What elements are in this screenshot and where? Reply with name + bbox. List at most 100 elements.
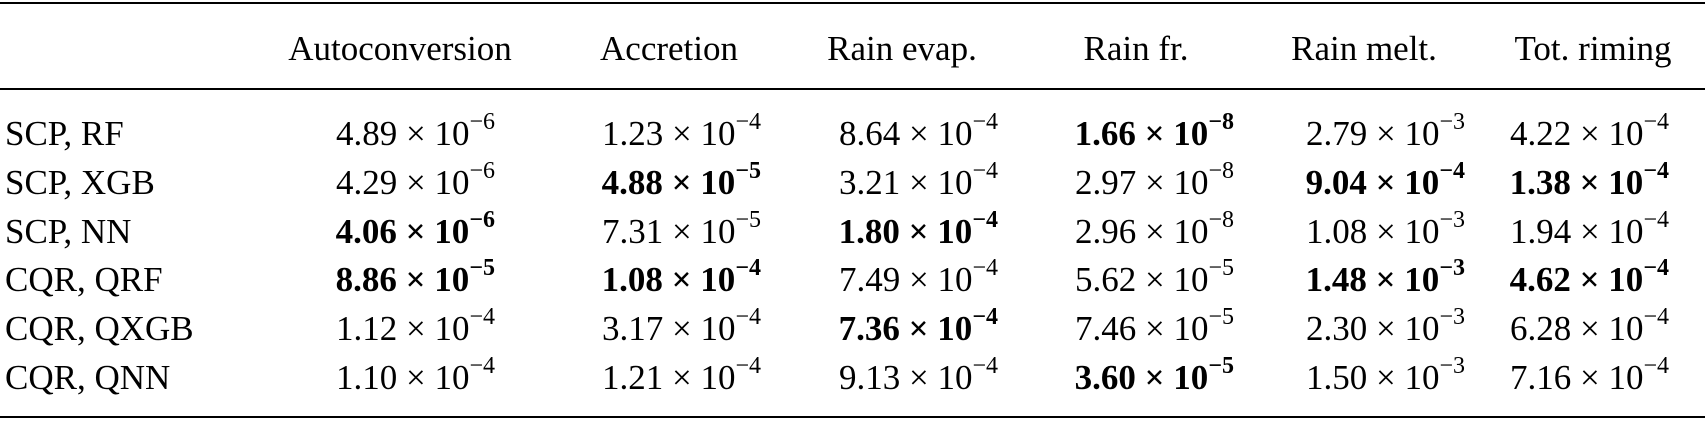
coefficient: 1.48 × 10 xyxy=(1305,260,1440,299)
coefficient: 2.96 × 10 xyxy=(1074,212,1209,251)
exponent: −5 xyxy=(1208,353,1234,379)
table-cell: 7.31 × 10−5 xyxy=(601,208,761,252)
top-rule xyxy=(0,2,1705,4)
exponent: −4 xyxy=(735,304,761,330)
coefficient: 8.64 × 10 xyxy=(838,114,973,153)
table-cell: 7.49 × 10−4 xyxy=(838,256,998,300)
coefficient: 1.23 × 10 xyxy=(601,114,736,153)
table-cell: 1.38 × 10−4 xyxy=(1509,159,1669,203)
coefficient: 4.29 × 10 xyxy=(335,163,470,202)
table-cell: 4.62 × 10−4 xyxy=(1509,256,1669,300)
table-cell: 2.97 × 10−8 xyxy=(1074,159,1234,203)
exponent: −5 xyxy=(1208,255,1234,281)
column-header: Rain melt. xyxy=(1291,29,1437,68)
table-cell: 1.80 × 10−4 xyxy=(838,208,998,252)
table-cell: 1.08 × 10−4 xyxy=(601,256,761,300)
coefficient: 4.88 × 10 xyxy=(601,163,736,202)
table-cell: 7.46 × 10−5 xyxy=(1075,305,1234,349)
exponent: −4 xyxy=(972,109,998,135)
table-cell: 6.28 × 10−4 xyxy=(1510,305,1669,349)
table-cell: 2.79 × 10−3 xyxy=(1305,110,1465,154)
column-header: Autoconversion xyxy=(288,29,512,68)
table-cell: 7.16 × 10−4 xyxy=(1510,354,1669,398)
coefficient: 4.62 × 10 xyxy=(1509,260,1644,299)
coefficient: 1.08 × 10 xyxy=(601,260,736,299)
exponent: −3 xyxy=(1439,304,1465,330)
row-label: SCP, NN xyxy=(5,212,132,251)
table-cell: 1.23 × 10−4 xyxy=(601,110,761,154)
coefficient: 5.62 × 10 xyxy=(1074,260,1209,299)
exponent: −5 xyxy=(735,207,761,233)
exponent: −4 xyxy=(1643,255,1669,281)
coefficient: 7.49 × 10 xyxy=(838,260,973,299)
table-cell: 8.86 × 10−5 xyxy=(335,256,495,300)
coefficient: 7.36 × 10 xyxy=(838,309,973,348)
table-cell: 1.21 × 10−4 xyxy=(601,354,761,398)
coefficient: 1.10 × 10 xyxy=(335,358,470,397)
exponent: −4 xyxy=(972,304,998,330)
table-cell: 1.66 × 10−8 xyxy=(1074,110,1234,154)
coefficient: 2.79 × 10 xyxy=(1305,114,1440,153)
exponent: −4 xyxy=(469,304,495,330)
exponent: −8 xyxy=(1208,207,1234,233)
row-label: CQR, QNN xyxy=(5,358,171,397)
column-header: Accretion xyxy=(600,29,738,68)
exponent: −8 xyxy=(1208,109,1234,135)
exponent: −4 xyxy=(1643,207,1669,233)
exponent: −3 xyxy=(1439,353,1465,379)
coefficient: 2.97 × 10 xyxy=(1074,163,1209,202)
table-cell: 4.06 × 10−6 xyxy=(335,208,495,252)
coefficient: 3.17 × 10 xyxy=(601,309,736,348)
coefficient: 4.22 × 10 xyxy=(1509,114,1644,153)
coefficient: 7.31 × 10 xyxy=(601,212,736,251)
exponent: −3 xyxy=(1439,207,1465,233)
exponent: −3 xyxy=(1439,255,1465,281)
coefficient: 8.86 × 10 xyxy=(335,260,470,299)
table-cell: 2.30 × 10−3 xyxy=(1305,305,1465,349)
column-header: Tot. riming xyxy=(1514,29,1672,68)
table-cell: 9.13 × 10−4 xyxy=(839,354,998,398)
coefficient: 1.66 × 10 xyxy=(1074,114,1209,153)
exponent: −4 xyxy=(972,255,998,281)
table-cell: 1.08 × 10−3 xyxy=(1305,208,1465,252)
exponent: −6 xyxy=(469,158,495,184)
coefficient: 4.06 × 10 xyxy=(335,212,470,251)
column-header: Rain fr. xyxy=(1083,29,1189,68)
exponent: −6 xyxy=(469,109,495,135)
exponent: −4 xyxy=(735,353,761,379)
coefficient: 1.21 × 10 xyxy=(601,358,736,397)
exponent: −8 xyxy=(1208,158,1234,184)
exponent: −4 xyxy=(735,109,761,135)
coefficient: 1.50 × 10 xyxy=(1305,358,1440,397)
table-cell: 3.60 × 10−5 xyxy=(1074,354,1234,398)
table-cell: 9.04 × 10−4 xyxy=(1305,159,1465,203)
bottom-rule xyxy=(0,416,1705,418)
row-label: CQR, QRF xyxy=(5,260,163,299)
coefficient: 1.08 × 10 xyxy=(1305,212,1440,251)
exponent: −4 xyxy=(1643,109,1669,135)
table-cell: 2.96 × 10−8 xyxy=(1074,208,1234,252)
exponent: −3 xyxy=(1439,109,1465,135)
coefficient: 2.30 × 10 xyxy=(1305,309,1440,348)
exponent: −4 xyxy=(1643,353,1669,379)
header-rule xyxy=(0,88,1705,90)
coefficient: 1.38 × 10 xyxy=(1509,163,1644,202)
table-cell: 1.94 × 10−4 xyxy=(1510,208,1669,252)
table-cell: 1.10 × 10−4 xyxy=(335,354,495,398)
coefficient: 9.04 × 10 xyxy=(1305,163,1440,202)
row-label: CQR, QXGB xyxy=(5,309,194,348)
exponent: −5 xyxy=(735,158,761,184)
table-cell: 7.36 × 10−4 xyxy=(838,305,998,349)
table-cell: 1.12 × 10−4 xyxy=(336,305,495,349)
table-cell: 3.17 × 10−4 xyxy=(601,305,761,349)
table-cell: 1.48 × 10−3 xyxy=(1305,256,1465,300)
exponent: −5 xyxy=(469,255,495,281)
column-header: Rain evap. xyxy=(827,29,977,68)
exponent: −6 xyxy=(469,207,495,233)
coefficient: 3.60 × 10 xyxy=(1074,358,1209,397)
coefficient: 4.89 × 10 xyxy=(335,114,470,153)
table-cell: 1.50 × 10−3 xyxy=(1305,354,1465,398)
table-cell: 5.62 × 10−5 xyxy=(1074,256,1234,300)
coefficient: 1.80 × 10 xyxy=(838,212,973,251)
